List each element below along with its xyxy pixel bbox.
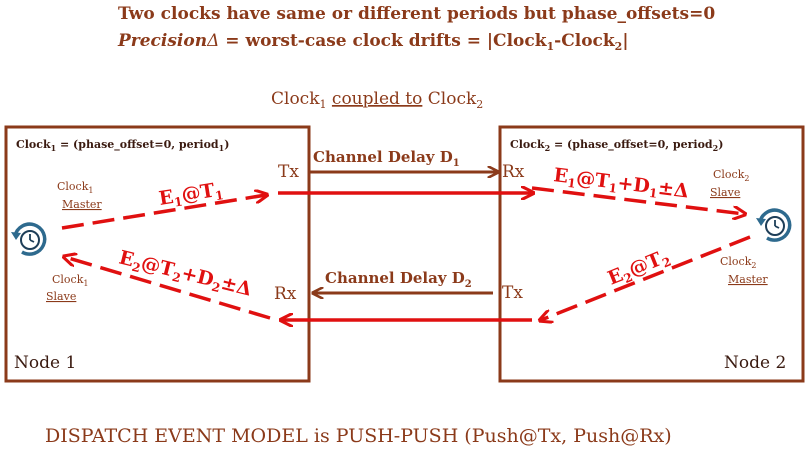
node2-clock-def: Clock2 = (phase_offset=0, period2) (510, 138, 723, 153)
channel-delay-bottom-label: Channel Delay D2 (325, 269, 472, 290)
node1-clock-sync-icon (11, 222, 47, 256)
node2-rx-label: Rx (502, 162, 525, 182)
node2-slave-role: Slave (710, 186, 740, 199)
node2-master-role: Master (728, 273, 768, 286)
e1-send-label: E1@T1 (157, 178, 224, 212)
header-line-2: PrecisionΔ = worst-case clock drifts = |… (117, 31, 629, 53)
precision-word: Precision (117, 31, 207, 51)
e2-send-dashed-arrow (541, 235, 751, 320)
coupled-to-label: coupled to (332, 89, 422, 109)
node2-name: Node 2 (724, 353, 786, 373)
e1-receive-label: E1@T1+D1±Δ (552, 164, 690, 204)
node2-slave-clock-label: Clock2 (713, 168, 749, 183)
node2-master-clock-label: Clock2 (720, 255, 756, 270)
node1-slave-clock-label: Clock1 (52, 273, 88, 288)
node2-clock-sync-icon (756, 208, 792, 242)
e1-send-dashed-arrow (61, 195, 266, 230)
node2-tx-label: Tx (502, 283, 523, 303)
node1-slave-role: Slave (46, 290, 76, 303)
node1-box (4, 125, 311, 383)
node1-master-role: Master (62, 198, 102, 211)
node1-clock-def: Clock1 = (phase_offset=0, period1) (16, 138, 229, 153)
e1-receive-dashed-arrow (531, 186, 744, 214)
channel-delay-top-label: Channel Delay D1 (313, 148, 460, 169)
node2-box (498, 125, 805, 383)
node1-tx-label: Tx (278, 162, 299, 182)
e2-receive-label: E2@T2+D2±Δ (116, 247, 254, 303)
header-line-1: Two clocks have same or different period… (118, 4, 715, 24)
coupling-title: Clock1 coupled to Clock2 (271, 89, 483, 111)
node1-rx-label: Rx (274, 284, 297, 304)
footer-caption: DISPATCH EVENT MODEL is PUSH-PUSH (Push@… (45, 425, 672, 447)
node1-name: Node 1 (14, 353, 76, 373)
e2-send-label: E2@T2 (605, 245, 674, 291)
e2-receive-dashed-arrow (65, 257, 271, 320)
node1-master-clock-label: Clock1 (57, 180, 93, 195)
